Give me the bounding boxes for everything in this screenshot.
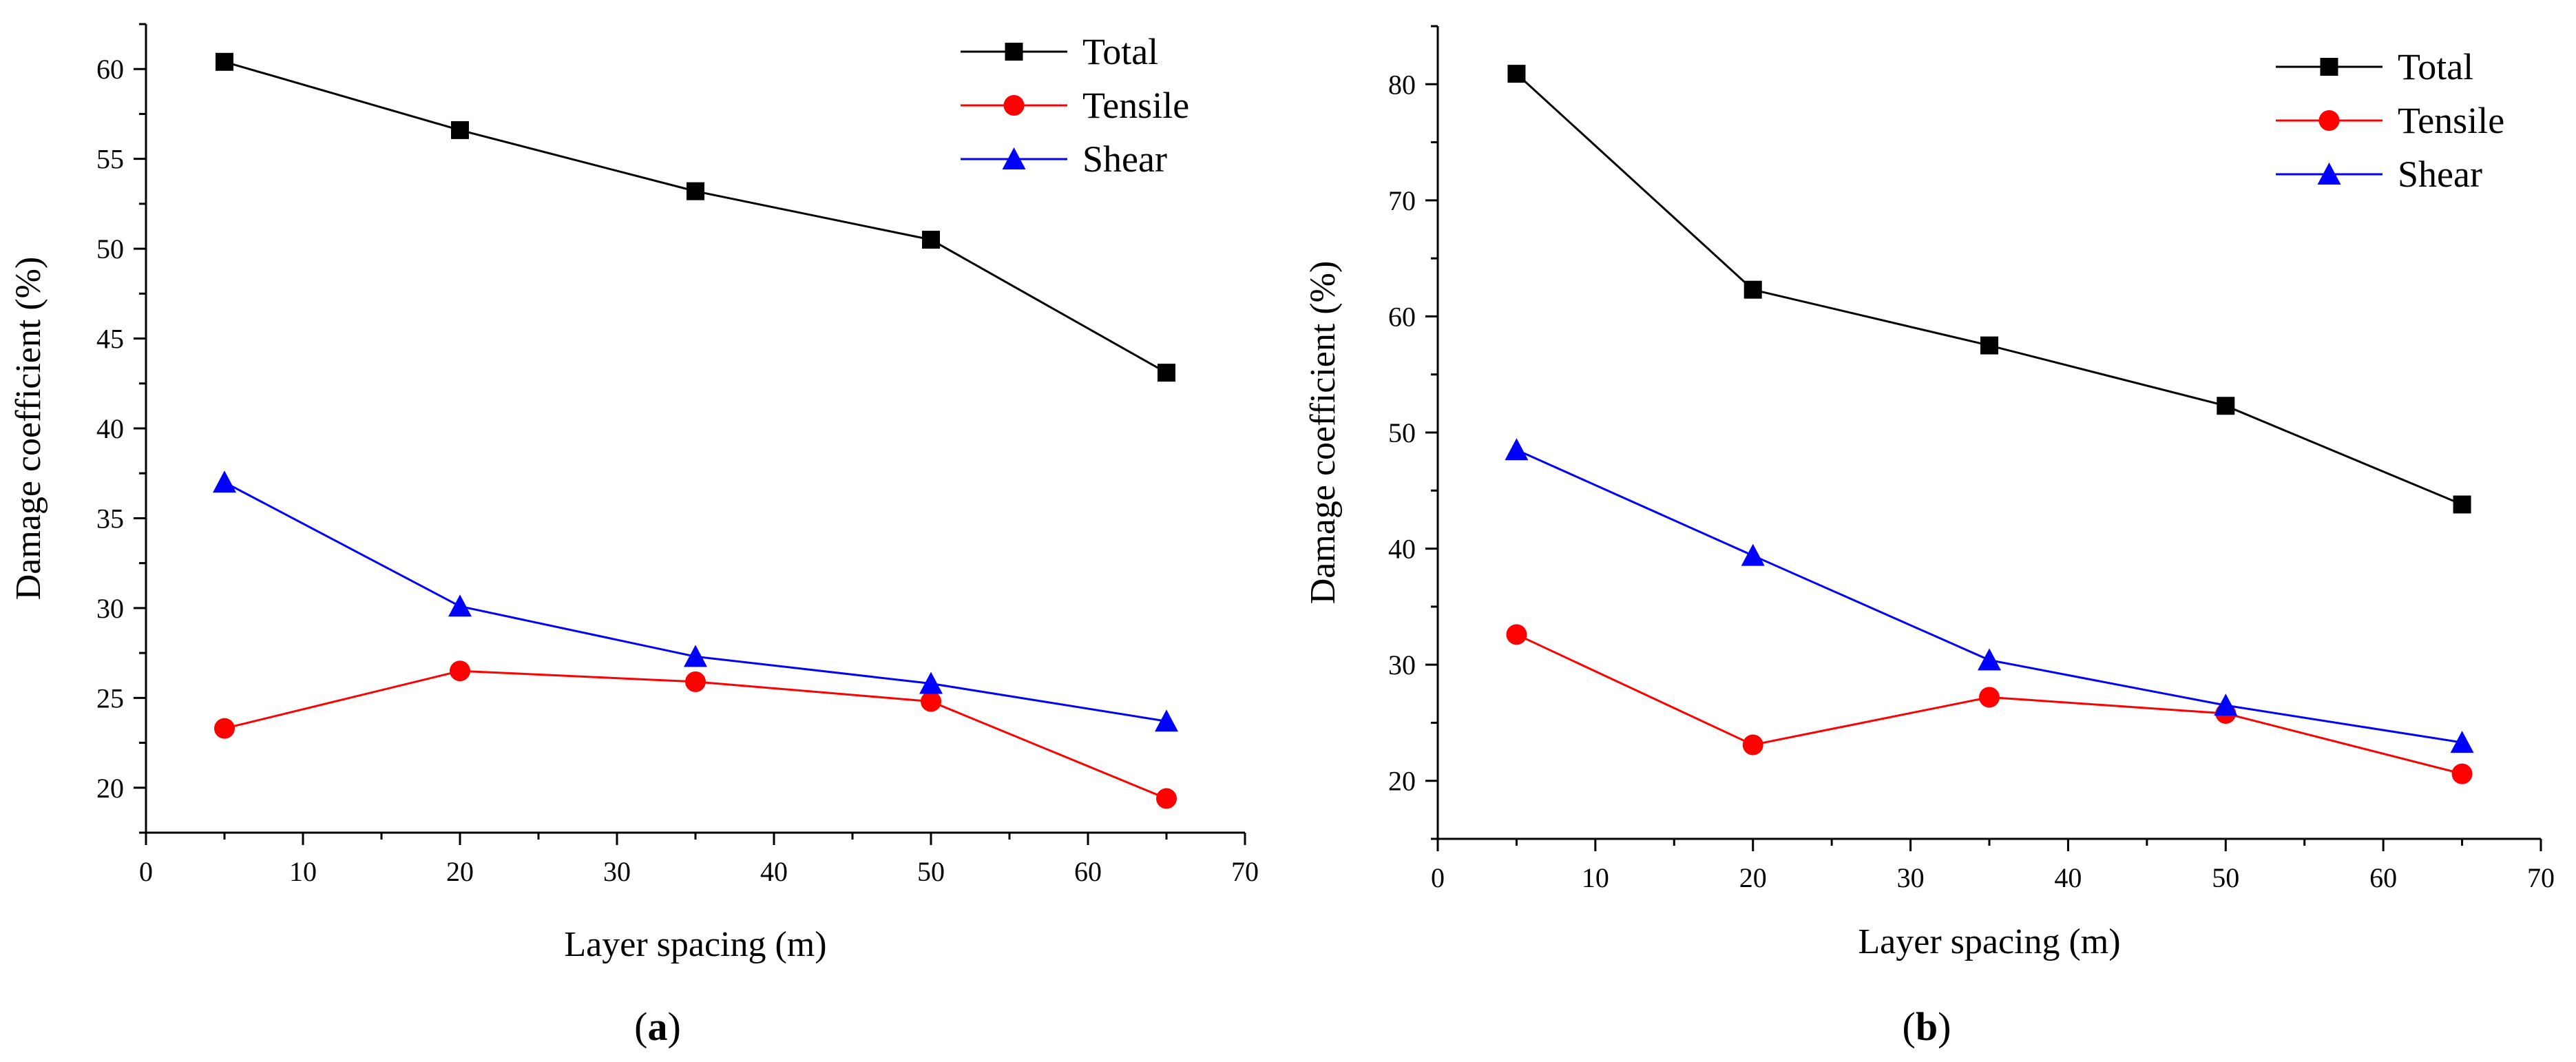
x-tick-label: 70	[2527, 862, 2555, 893]
data-point-total	[687, 182, 704, 200]
data-point-shear	[684, 645, 707, 667]
legend-label: Total	[2398, 46, 2473, 87]
x-axis-label: Layer spacing (m)	[564, 925, 826, 964]
y-tick-label: 40	[1388, 534, 1416, 565]
x-tick-label: 30	[603, 856, 631, 887]
x-tick-label: 10	[289, 856, 317, 887]
y-tick-label: 70	[1388, 185, 1416, 216]
x-tick-label: 10	[1582, 862, 1609, 893]
x-tick-label: 0	[1431, 862, 1445, 893]
data-point-shear	[919, 671, 943, 694]
x-tick-label: 40	[2054, 862, 2082, 893]
data-point-shear	[213, 470, 236, 493]
data-point-shear	[1978, 648, 2001, 671]
y-tick-label: 80	[1388, 69, 1416, 100]
legend-label: Tensile	[1082, 85, 1189, 126]
data-point-tensile	[685, 671, 706, 692]
data-point-shear	[1741, 543, 1765, 566]
data-point-total	[216, 52, 233, 71]
y-tick-label: 20	[96, 773, 124, 804]
legend-label: Shear	[1082, 138, 1167, 180]
data-point-total	[1743, 280, 1762, 299]
data-point-tensile	[1156, 788, 1177, 809]
data-point-tensile	[921, 691, 941, 712]
data-point-total	[1158, 364, 1175, 382]
panel-label: (b)	[1903, 1004, 1951, 1049]
data-point-total	[2217, 397, 2235, 415]
legend-label: Total	[1082, 31, 1158, 72]
legend-marker-shear	[1002, 147, 1026, 169]
x-tick-label: 50	[2212, 862, 2239, 893]
panel-letter: b	[1916, 1004, 1938, 1049]
x-tick-label: 70	[1231, 856, 1259, 887]
data-point-shear	[2214, 694, 2238, 716]
data-point-total	[2453, 495, 2471, 514]
legend-marker-total	[2320, 58, 2338, 76]
data-point-total	[1980, 336, 1998, 355]
y-tick-label: 30	[1388, 649, 1416, 680]
legend-marker-shear	[2317, 163, 2341, 185]
data-point-total	[922, 231, 940, 249]
y-tick-label: 60	[96, 54, 124, 85]
legend-marker-tensile	[1003, 95, 1025, 116]
data-point-tensile	[1979, 687, 2000, 708]
y-tick-label: 45	[96, 324, 124, 355]
data-point-tensile	[1506, 624, 1527, 645]
y-tick-label: 50	[1388, 417, 1416, 448]
data-point-tensile	[2451, 763, 2473, 784]
x-tick-label: 20	[446, 856, 474, 887]
chart-panel-a: 0 10 20 30 40 50 60 70 20 25 30 35 40 45 50 55 60 Damage …	[9, 23, 1259, 1049]
legend-label: Tensile	[2398, 100, 2504, 141]
series-line-total	[224, 61, 1167, 374]
panel-letter: a	[648, 1004, 668, 1049]
legend-label: Shear	[2398, 154, 2482, 195]
y-tick-label: 30	[96, 593, 124, 624]
data-point-shear	[2450, 731, 2474, 753]
x-tick-label: 20	[1739, 862, 1767, 893]
data-point-tensile	[450, 660, 470, 682]
data-point-total	[451, 121, 469, 139]
chart-panel-b: 0 10 20 30 40 50 60 70 20 30 40 50 60 70 80 Damage coef…	[1303, 25, 2555, 1049]
data-point-total	[1507, 65, 1526, 83]
panel-label: (a)	[634, 1004, 681, 1049]
x-axis-label: Layer spacing (m)	[1858, 922, 2120, 961]
y-tick-label: 50	[96, 233, 124, 264]
x-tick-label: 60	[2369, 862, 2397, 893]
legend-marker-total	[1005, 43, 1023, 61]
x-tick-label: 60	[1074, 856, 1102, 887]
data-point-shear	[1155, 709, 1178, 732]
y-tick-label: 60	[1388, 301, 1416, 332]
y-tick-label: 55	[96, 144, 124, 175]
x-tick-label: 40	[760, 856, 788, 887]
data-point-tensile	[1742, 734, 1763, 756]
x-tick-label: 50	[917, 856, 945, 887]
y-tick-label: 20	[1388, 766, 1416, 797]
data-point-tensile	[214, 718, 235, 739]
y-tick-label: 35	[96, 503, 124, 534]
y-tick-label: 25	[96, 683, 124, 714]
x-tick-label: 0	[139, 856, 153, 887]
y-axis-label: Damage coefficient (%)	[1303, 261, 1343, 605]
y-axis-label: Damage coefficient (%)	[9, 257, 48, 601]
legend-marker-tensile	[2318, 110, 2340, 131]
y-tick-label: 40	[96, 413, 124, 444]
data-point-shear	[448, 594, 472, 617]
x-tick-label: 30	[1897, 862, 1925, 893]
data-point-shear	[1505, 438, 1529, 461]
series-line-total	[1516, 73, 2463, 506]
